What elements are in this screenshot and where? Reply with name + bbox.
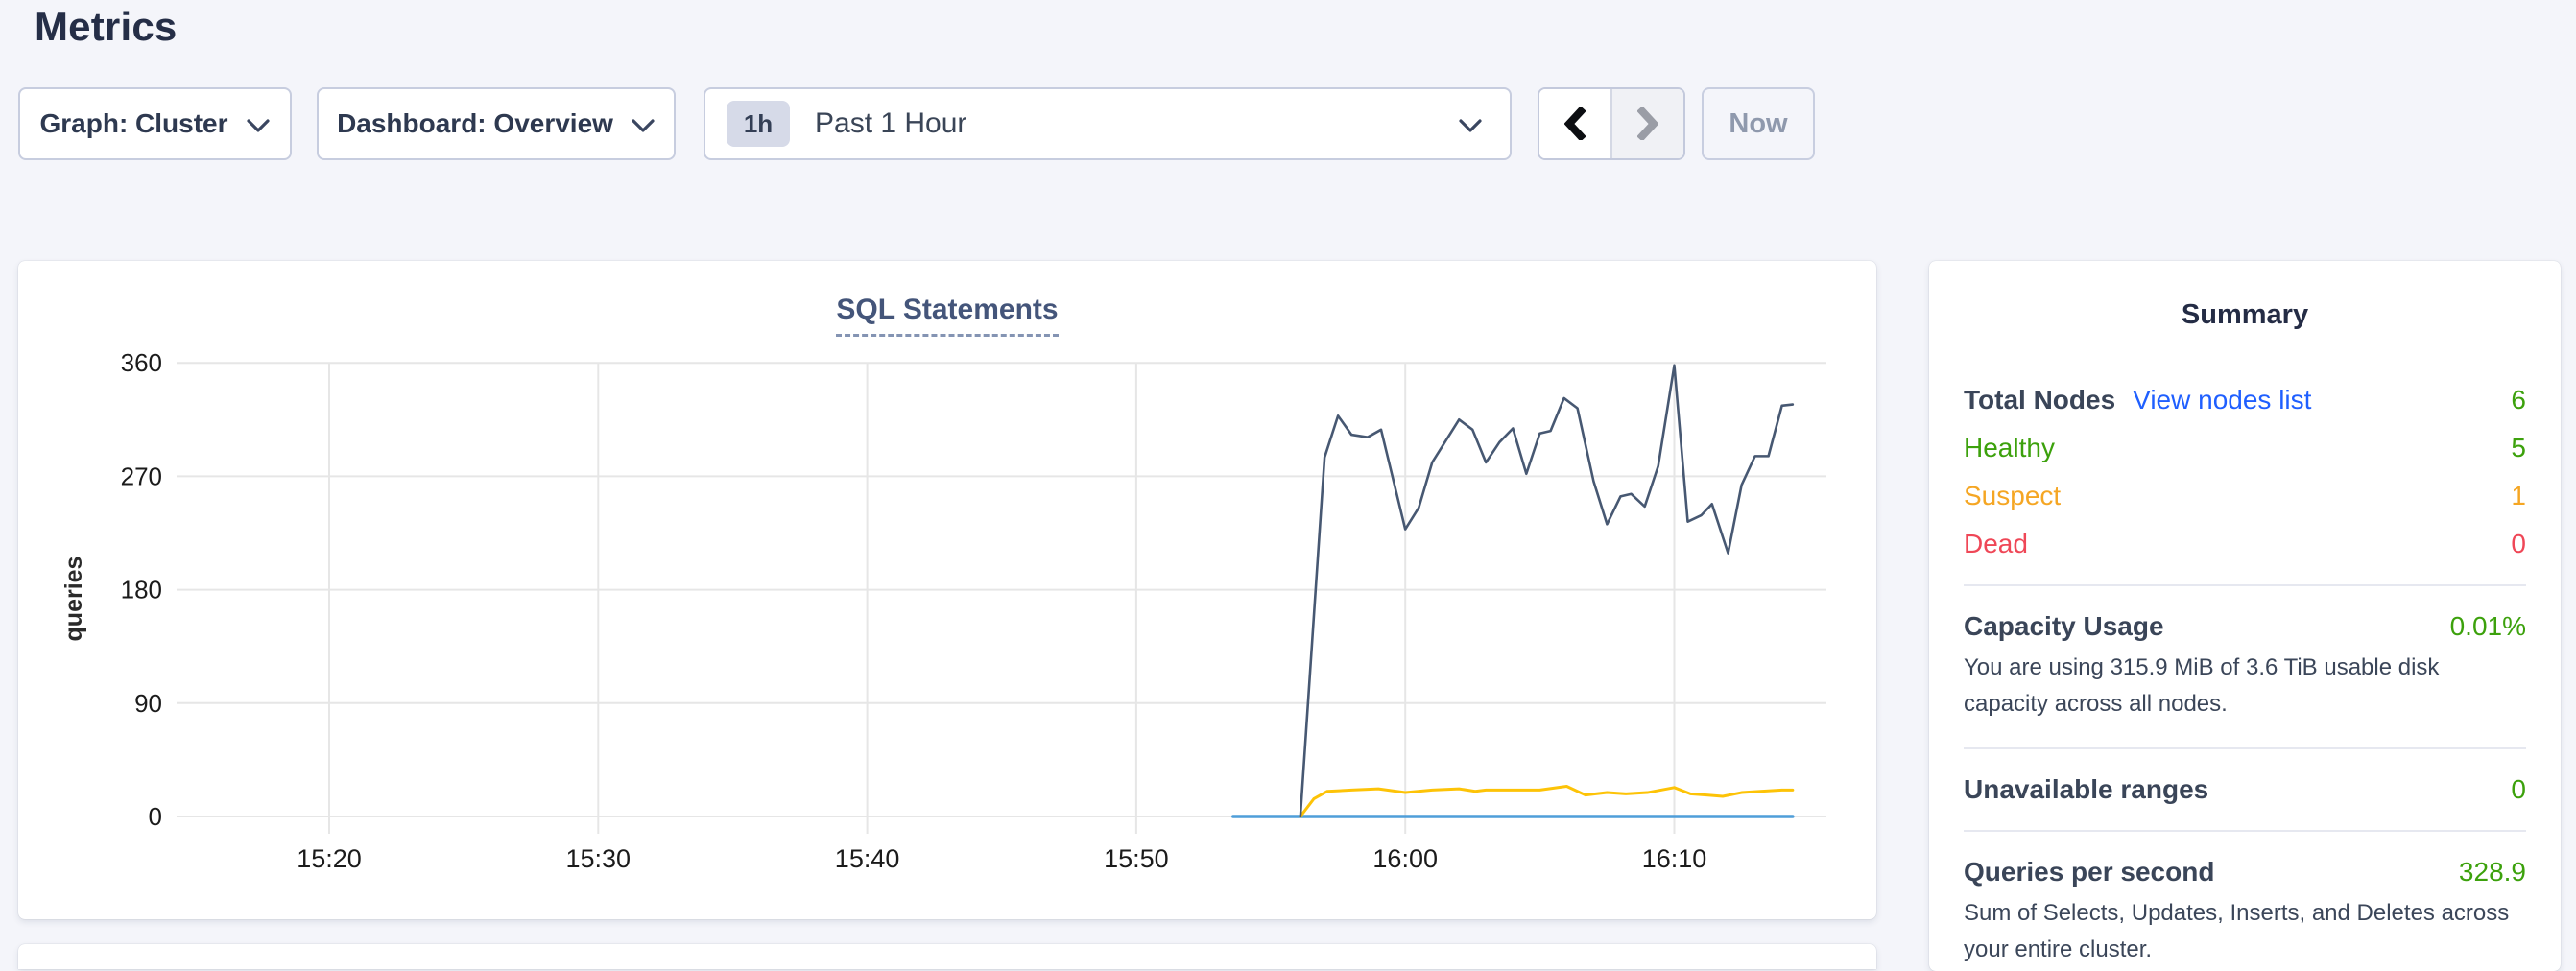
unavailable-ranges-row: Unavailable ranges 0 bbox=[1964, 774, 2526, 805]
previous-time-button[interactable] bbox=[1539, 89, 1612, 158]
chart-title[interactable]: SQL Statements bbox=[836, 294, 1059, 337]
chevron-left-icon bbox=[1564, 107, 1586, 140]
divider bbox=[1964, 584, 2526, 586]
dashboard-dropdown-label: Dashboard: Overview bbox=[337, 108, 613, 138]
chart-title-row: SQL Statements bbox=[18, 294, 1876, 337]
view-nodes-list-link[interactable]: View nodes list bbox=[2133, 385, 2312, 414]
x-tick-label: 15:40 bbox=[835, 844, 900, 873]
next-time-button[interactable] bbox=[1612, 89, 1683, 158]
healthy-nodes-row: Healthy 5 bbox=[1964, 433, 2526, 463]
queries-per-second-row: Queries per second 328.9 bbox=[1964, 857, 2526, 888]
page-title: Metrics bbox=[35, 4, 178, 49]
unavailable-ranges-label: Unavailable ranges bbox=[1964, 774, 2209, 804]
y-tick-label: 360 bbox=[121, 348, 162, 377]
time-step-buttons bbox=[1538, 87, 1685, 160]
dead-nodes-row: Dead 0 bbox=[1964, 529, 2526, 559]
graph-dropdown-label: Graph: Cluster bbox=[39, 108, 228, 138]
x-tick-label: 15:20 bbox=[297, 844, 362, 873]
chevron-right-icon bbox=[1637, 107, 1658, 140]
capacity-usage-label: Capacity Usage bbox=[1964, 611, 2164, 641]
time-range-label: Past 1 Hour bbox=[815, 107, 967, 139]
dead-label: Dead bbox=[1964, 529, 2028, 558]
sql-statements-chart: 0 90 180 270 360 15:20 15:30 15:40 15:50 16:00 16:… bbox=[60, 348, 1826, 873]
time-range-picker[interactable]: 1h Past 1 Hour bbox=[704, 87, 1512, 160]
next-chart-card bbox=[18, 944, 1876, 969]
total-nodes-label: Total Nodes bbox=[1964, 385, 2116, 414]
suspect-value: 1 bbox=[2511, 481, 2526, 510]
graph-dropdown[interactable]: Graph: Cluster bbox=[18, 87, 292, 160]
y-tick-label: 180 bbox=[121, 576, 162, 604]
dashboard-dropdown[interactable]: Dashboard: Overview bbox=[317, 87, 676, 160]
dead-value: 0 bbox=[2511, 529, 2526, 558]
x-tick-label: 16:00 bbox=[1372, 844, 1438, 873]
y-tick-label: 270 bbox=[121, 462, 162, 490]
x-tick-label: 16:10 bbox=[1642, 844, 1707, 873]
series-yellow bbox=[1299, 784, 1795, 818]
capacity-usage-value: 0.01% bbox=[2449, 611, 2526, 641]
total-nodes-row: Total Nodes View nodes list 6 bbox=[1964, 385, 2526, 415]
queries-per-second-description: Sum of Selects, Updates, Inserts, and De… bbox=[1964, 900, 2510, 962]
series-navy bbox=[1299, 364, 1795, 818]
suspect-label: Suspect bbox=[1964, 481, 2062, 510]
unavailable-ranges-value: 0 bbox=[2511, 774, 2526, 804]
divider bbox=[1964, 747, 2526, 749]
y-axis-label: queries bbox=[60, 557, 87, 642]
healthy-label: Healthy bbox=[1964, 433, 2055, 462]
y-tick-label: 90 bbox=[134, 689, 162, 718]
capacity-usage-description: You are using 315.9 MiB of 3.6 TiB usabl… bbox=[1964, 654, 2440, 717]
now-button[interactable]: Now bbox=[1702, 87, 1815, 160]
chevron-down-icon bbox=[632, 119, 655, 132]
capacity-usage-row: Capacity Usage 0.01% bbox=[1964, 611, 2526, 642]
queries-per-second-label: Queries per second bbox=[1964, 857, 2215, 887]
healthy-value: 5 bbox=[2511, 433, 2526, 462]
summary-panel: Summary Total Nodes View nodes list 6 He… bbox=[1929, 261, 2561, 971]
summary-title: Summary bbox=[2181, 299, 2309, 330]
metrics-page: { "page": { "title": "Metrics" }, "toolb… bbox=[18, 4, 2561, 971]
sql-statements-chart-card: SQL Statements 0 90 180 270 360 15:20 15:30 15:… bbox=[18, 261, 1876, 919]
time-range-chip: 1h bbox=[727, 101, 790, 147]
x-tick-label: 15:50 bbox=[1104, 844, 1169, 873]
y-tick-label: 0 bbox=[149, 802, 162, 831]
x-tick-label: 15:30 bbox=[566, 844, 632, 873]
suspect-nodes-row: Suspect 1 bbox=[1964, 481, 2526, 511]
now-button-label: Now bbox=[1729, 107, 1788, 139]
queries-per-second-value: 328.9 bbox=[2458, 857, 2526, 887]
total-nodes-value: 6 bbox=[2511, 385, 2526, 414]
chevron-down-icon bbox=[1459, 119, 1482, 132]
divider bbox=[1964, 830, 2526, 832]
chevron-down-icon bbox=[246, 119, 270, 132]
